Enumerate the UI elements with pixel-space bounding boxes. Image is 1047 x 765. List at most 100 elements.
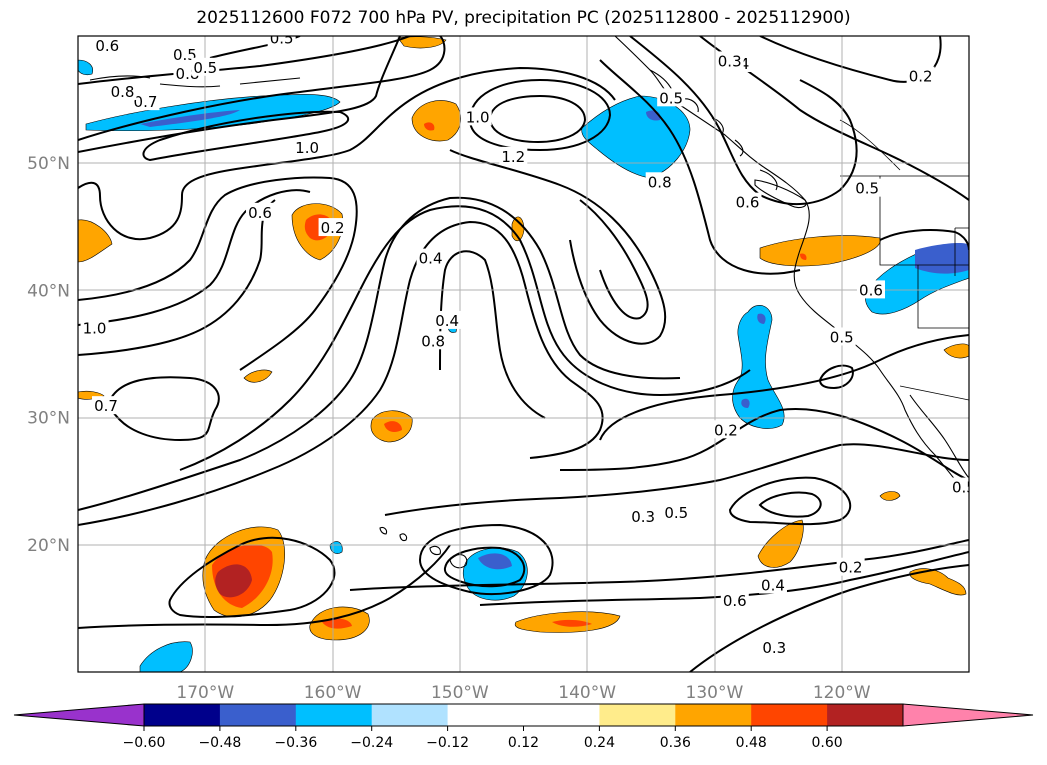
vancouver-island [754,179,807,209]
lon-tick-label: 130°W [686,683,744,703]
pv-contour-line [689,564,969,672]
pv-contour-line [108,376,220,442]
lat-tick-label: 50°N [27,154,70,174]
contour-label: 0.6 [736,194,760,212]
contour-label: 0.3 [718,52,742,70]
pv-contour-line [488,94,587,144]
contour-label: 0.5 [659,89,683,107]
longitude-labels: 170°W 160°W 150°W 140°W 130°W 120°W [176,683,870,703]
colorbar-tick-label: −0.12 [426,735,469,751]
contour-label-background [419,331,448,350]
contour-label: 1.0 [466,108,490,126]
aleutian-islands [89,75,301,88]
colorbar-segment [675,704,752,726]
colorbar-segment [447,704,524,726]
contour-label: 0.5 [855,180,879,198]
contour-label: 0.4 [435,312,459,330]
contour-label-background [416,248,445,267]
precip-patch-positive [943,343,969,359]
political-borders [839,119,969,401]
contour-label: 0.2 [839,559,863,577]
contour-label-background [93,36,122,55]
pv-contour-line [439,250,546,419]
precip-patch-negative [732,305,785,429]
contour-label-background [80,318,109,337]
precip-patch-positive [879,491,901,501]
lon-tick-label: 120°W [813,683,871,703]
coastlines [89,36,969,569]
lon-tick-label: 150°W [431,683,489,703]
pv-contour-line [78,544,451,629]
colorbar-segment [751,704,828,726]
contour-label-background [720,590,749,609]
colorbar-tick-label: −0.60 [123,735,166,751]
contour-label: 0.6 [95,37,119,55]
contour-label-background [463,107,492,126]
pv-contour-line [142,110,350,162]
contour-label-background [758,575,787,594]
baja-coastline [909,394,969,479]
map-content: 0.6 0.50.70.80.50.50.81.01.01.20.80.60.80… [78,30,969,672]
contour-label: 0.3 [762,639,786,657]
precip-patch-positive [424,122,435,131]
precip-patch-positive [384,421,402,432]
alaska-panhandle-islands [649,69,778,191]
us-mexico-border [899,385,969,401]
precip-patch-positive [397,36,447,49]
pv-contour-line [599,59,801,275]
pv-contour-line [449,149,667,345]
pv-contour-line [818,364,854,390]
contour-label: 0.7 [94,397,118,415]
contour-label-background [827,327,856,346]
contour-label-background [318,218,347,237]
colorbar-tick-label: −0.48 [198,735,241,751]
contour-label-background [499,146,528,165]
contour-label: 0.2 [909,68,933,86]
contour-label: 0.3 [631,508,655,526]
contour-label-background [131,92,160,111]
colorbar-tick-label: 0.60 [812,735,843,751]
colorbar-segment [371,704,449,726]
precip-patch-positive [800,253,807,260]
us-state-borders [879,176,969,329]
contour-label: 1.2 [501,148,525,166]
precip-patch-positive [757,519,804,568]
contour-label-background [733,192,762,211]
pv-contour-line [629,36,858,206]
colorbar-tick-label: −0.24 [350,735,393,751]
gridlines [78,36,969,672]
colorbar-segment [144,704,221,726]
pv-contour-line [168,536,336,619]
contour-label: 0.4 [419,250,443,268]
pv-contour-line [758,491,822,518]
contour-label: 0.7 [134,93,158,111]
precip-patch-negative [757,313,766,324]
pv-contour-line [418,523,554,595]
contour-label-background [760,637,789,656]
lon-tick-label: 170°W [176,683,234,703]
chart-title: 2025112600 F072 700 hPa PV, precipitatio… [196,8,851,28]
contour-label-background [433,310,462,329]
contour-label-background [715,51,744,70]
colorbar-tick-label: −0.36 [274,735,317,751]
contour-label: 0.6 [859,281,883,299]
contour-label: 0.5 [830,328,854,346]
pv-contour-line [78,36,411,85]
contour-label: 0.5 [664,504,688,522]
lon-tick-label: 140°W [558,683,616,703]
contour-label: 0.6 [723,592,747,610]
pv-contour-line [78,189,311,326]
colorbar-segment [827,704,904,726]
contour-label: 0.5 [193,59,217,77]
precip-patch-negative [478,553,512,570]
colorbar-extend-under [13,703,145,727]
contour-label-background [267,36,296,47]
contour-label: 0.5 [270,30,294,48]
pv-contour-line [443,546,526,588]
colorbar: −0.60 −0.48 −0.36 −0.24 −0.12 0.12 0.24 0.36 0.4… [13,703,1034,751]
pv-contour-line [579,199,649,320]
pv-contour-line [78,66,616,241]
precip-patch-negative [78,59,93,76]
pv-contour-line [179,205,751,471]
contour-label-background [92,396,121,415]
